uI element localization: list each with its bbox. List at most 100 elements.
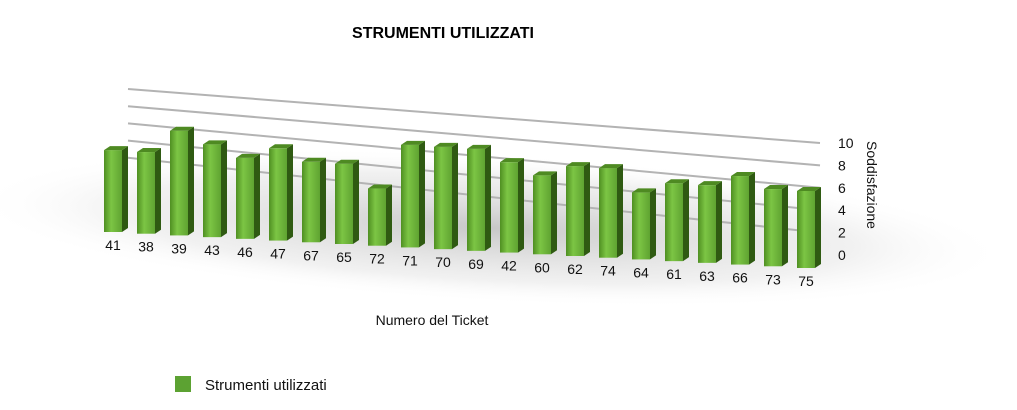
bar-front <box>269 148 287 241</box>
x-tick-label: 69 <box>468 256 484 272</box>
bar-side <box>188 126 194 236</box>
bar-front <box>665 183 683 262</box>
x-tick-label: 66 <box>732 270 748 286</box>
bar-front <box>335 163 353 244</box>
x-tick-label: 39 <box>171 240 187 256</box>
bar-top <box>137 148 161 153</box>
x-tick-label: 61 <box>666 266 682 282</box>
x-tick-label: 62 <box>567 261 583 277</box>
bar-side <box>551 171 557 255</box>
y-axis: 0 2 4 6 8 10 <box>838 135 854 263</box>
bar <box>566 162 590 256</box>
x-tick-label: 65 <box>336 249 352 265</box>
x-tick-label: 75 <box>798 273 814 289</box>
bar-side <box>815 187 821 268</box>
bar-front <box>533 175 551 255</box>
x-tick-label: 63 <box>699 268 715 284</box>
y-tick-label: 2 <box>838 225 846 241</box>
bar <box>632 188 656 260</box>
bar-side <box>749 172 755 265</box>
bar-top <box>665 179 689 184</box>
bar-front <box>632 192 650 260</box>
x-tick-label: 60 <box>534 259 550 275</box>
bar-front <box>137 152 155 234</box>
bars <box>104 126 821 268</box>
bar-top <box>269 144 293 149</box>
bar-top <box>764 185 788 190</box>
x-tick-label: 72 <box>369 251 385 267</box>
bar-top <box>203 140 227 145</box>
bar-top <box>368 184 392 189</box>
bar <box>698 181 722 263</box>
bar-front <box>599 168 617 258</box>
bar <box>467 144 491 251</box>
bar-top <box>236 153 260 158</box>
x-axis-label: Numero del Ticket <box>376 312 489 328</box>
x-tick-label: 73 <box>765 271 781 287</box>
bar-side <box>452 142 458 250</box>
y-tick-label: 0 <box>838 247 846 263</box>
bar-front <box>698 185 716 263</box>
bar-top <box>335 159 359 164</box>
legend: Strumenti utilizzati <box>175 376 327 394</box>
x-tick-label: 46 <box>237 244 253 260</box>
bar <box>137 148 161 234</box>
x-tick-label: 47 <box>270 246 286 262</box>
y-axis-label: Soddisfazione <box>864 141 880 229</box>
x-tick-label: 67 <box>303 247 319 263</box>
bar-front <box>500 162 518 253</box>
bar-top <box>632 188 656 193</box>
bar <box>236 153 260 239</box>
x-tick-label: 38 <box>138 239 154 255</box>
bar-top <box>104 146 128 151</box>
bar-side <box>683 179 689 262</box>
bar <box>764 185 788 267</box>
bar-side <box>518 158 524 253</box>
bar-front <box>434 146 452 250</box>
x-tick-label: 74 <box>600 263 616 279</box>
x-tick-label: 42 <box>501 258 517 274</box>
bar-side <box>617 164 623 258</box>
bar-top <box>599 164 623 169</box>
bar-side <box>353 159 359 244</box>
bar-top <box>434 142 458 147</box>
bar-side <box>584 162 590 256</box>
bar-top <box>170 126 194 131</box>
bar <box>434 142 458 250</box>
bar <box>500 158 524 253</box>
bar <box>731 172 755 265</box>
bar-side <box>221 140 227 238</box>
x-tick-label: 70 <box>435 254 451 270</box>
bar <box>599 164 623 258</box>
chart-title: STRUMENTI UTILIZZATI <box>352 25 534 42</box>
bar-side <box>122 146 128 232</box>
bar-side <box>254 153 260 239</box>
bar <box>368 184 392 246</box>
gridline <box>127 88 821 144</box>
x-tick-label: 64 <box>633 264 649 280</box>
bar-side <box>386 184 392 246</box>
y-tick-label: 4 <box>838 202 846 218</box>
bar-front <box>467 148 485 251</box>
legend-swatch <box>175 376 191 392</box>
bar <box>665 179 689 262</box>
bar-top <box>566 162 590 167</box>
bar <box>170 126 194 236</box>
bar-top <box>302 157 326 162</box>
bar <box>335 159 359 244</box>
bar-front <box>401 144 419 248</box>
bar-front <box>302 161 320 243</box>
legend-label: Strumenti utilizzati <box>205 377 327 394</box>
gridline <box>127 105 821 167</box>
bar-side <box>650 188 656 260</box>
bar-side <box>419 140 425 248</box>
bar-front <box>797 191 815 268</box>
bar <box>401 140 425 248</box>
bar-side <box>782 185 788 267</box>
bar-front <box>170 130 188 236</box>
bar <box>203 140 227 238</box>
y-tick-label: 10 <box>838 135 854 151</box>
bar-side <box>320 157 326 243</box>
x-tick-label: 41 <box>105 237 121 253</box>
y-tick-label: 6 <box>838 180 846 196</box>
